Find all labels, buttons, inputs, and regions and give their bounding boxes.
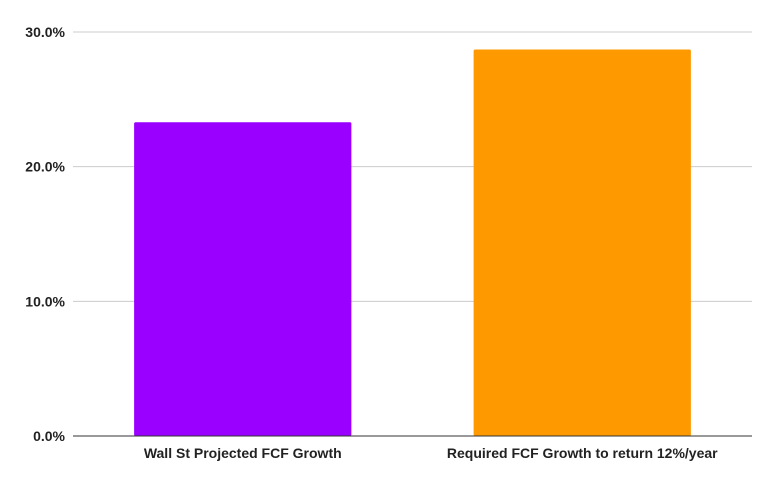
y-tick-label: 0.0% xyxy=(33,428,65,444)
y-tick-label: 30.0% xyxy=(25,24,65,40)
y-tick-label: 20.0% xyxy=(25,159,65,175)
y-tick-label: 10.0% xyxy=(25,293,65,309)
bar xyxy=(473,49,691,437)
x-tick-label: Wall St Projected FCF Growth xyxy=(144,445,342,461)
x-tick-labels: Wall St Projected FCF Growth Required FCF… xyxy=(144,445,718,461)
y-tick-labels: 0.0% 10.0% 20.0% 30.0% xyxy=(25,24,65,444)
bars xyxy=(134,49,691,437)
x-tick-label: Required FCF Growth to return 12%/year xyxy=(447,445,718,461)
bar xyxy=(134,122,352,436)
